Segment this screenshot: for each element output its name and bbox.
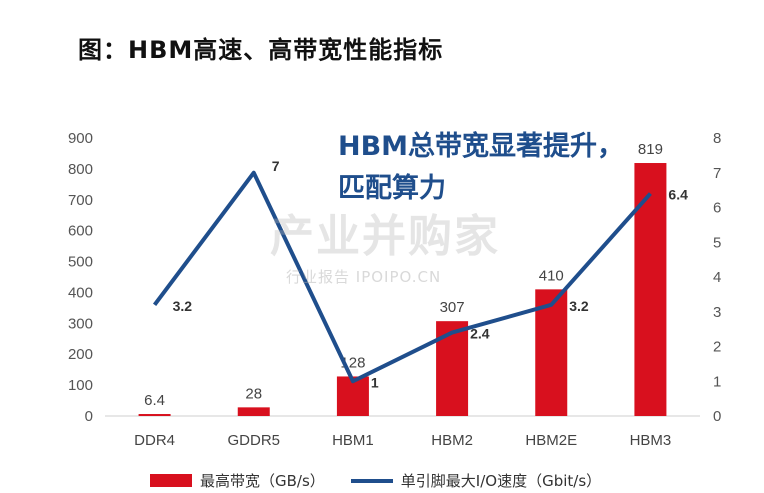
legend-label-bandwidth: 最高带宽（GB/s）: [200, 472, 325, 490]
legend-label-io-speed: 单引脚最大I/O速度（Gbit/s）: [400, 472, 602, 490]
right-axis-tick-label: 1: [713, 373, 721, 390]
bar: [535, 289, 568, 416]
right-axis-tick-label: 8: [713, 130, 721, 147]
right-axis-tick-label: 5: [713, 234, 721, 251]
bar: [138, 414, 171, 416]
line-data-label: 1: [371, 374, 379, 390]
x-axis-ticks: DDR4 GDDR5 HBM1 HBM2 HBM2E HBM3: [134, 432, 671, 449]
line-data-label: 3.2: [569, 298, 589, 314]
x-axis-tick-label: HBM1: [332, 432, 374, 449]
legend-swatch-bar: [150, 474, 192, 487]
legend-item-bandwidth: 最高带宽（GB/s）: [150, 470, 325, 491]
line-data-label: 7: [272, 158, 280, 174]
bar: [436, 321, 469, 416]
chart-title: 图：HBM高速、高带宽性能指标: [78, 36, 444, 64]
legend-item-io-speed: 单引脚最大I/O速度（Gbit/s）: [350, 470, 602, 491]
left-axis-tick-label: 500: [68, 254, 93, 271]
right-axis-tick-label: 6: [713, 200, 721, 217]
x-axis-tick-label: HBM2E: [525, 432, 577, 449]
x-axis-tick-label: HBM3: [630, 432, 672, 449]
left-axis-tick-label: 300: [68, 315, 93, 332]
bar: [237, 407, 270, 416]
legend-swatch-line: [350, 478, 393, 483]
bar-data-label: 819: [638, 141, 663, 158]
left-axis-tick-label: 900: [68, 130, 93, 147]
right-axis-tick-label: 3: [713, 304, 721, 321]
right-axis-tick-label: 7: [713, 165, 721, 182]
left-axis-tick-label: 200: [68, 346, 93, 363]
right-axis: 0 1 2 3 4 5 6 7 8: [713, 130, 721, 425]
line-data-label: 3.2: [173, 298, 193, 314]
x-axis-tick-label: DDR4: [134, 432, 175, 449]
bar-data-label: 6.4: [144, 392, 165, 409]
chart-annotation: HBM总带宽显著提升，匹配算力: [338, 131, 625, 204]
left-axis-tick-label: 0: [85, 408, 93, 425]
bar-data-label: 307: [440, 299, 465, 316]
line-data-label: 2.4: [470, 326, 490, 342]
chart-legend: 最高带宽（GB/s） 单引脚最大I/O速度（Gbit/s）: [150, 470, 627, 491]
right-axis-tick-label: 0: [713, 408, 721, 425]
left-axis-tick-label: 600: [68, 223, 93, 240]
x-axis-tick-label: HBM2: [431, 432, 473, 449]
bar: [634, 163, 667, 416]
left-axis-tick-label: 100: [68, 377, 93, 394]
right-axis-tick-label: 2: [713, 339, 721, 356]
left-axis-tick-label: 800: [68, 161, 93, 178]
right-axis-tick-label: 4: [713, 269, 721, 286]
watermark-subtext: 行业报告 IPOIPO.CN: [286, 268, 442, 286]
watermark-text: 产业并购家: [270, 211, 500, 262]
x-axis-tick-label: GDDR5: [227, 432, 280, 449]
line-series: 3.2 7 1 2.4 3.2 6.4: [152, 158, 688, 390]
line-data-label: 6.4: [668, 187, 688, 203]
left-axis-tick-label: 700: [68, 192, 93, 209]
left-axis-tick-label: 400: [68, 284, 93, 301]
bar-data-label: 410: [539, 267, 564, 284]
left-axis: 0 100 200 300 400 500 600 700 800 900: [68, 130, 93, 425]
line-path: [152, 170, 652, 384]
bar-data-label: 28: [245, 385, 262, 402]
